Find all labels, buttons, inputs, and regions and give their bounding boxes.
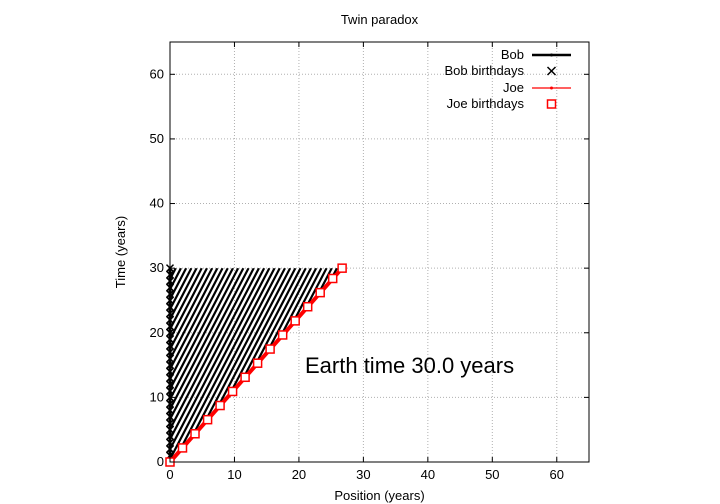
hatch-line bbox=[170, 268, 214, 462]
hatch-line bbox=[54, 268, 155, 462]
x-tick-label: 0 bbox=[166, 467, 173, 482]
legend-label: Bob birthdays bbox=[445, 63, 525, 78]
joe-birthday-point bbox=[290, 316, 300, 326]
joe-birthday-point bbox=[190, 429, 200, 439]
axis-ticks: 0 10 20 30 40 50 60 0 10 20 30 40 50 60 bbox=[150, 42, 589, 482]
legend-swatch-dot bbox=[550, 86, 553, 90]
joe-birthday-point bbox=[315, 287, 325, 298]
hatch-line bbox=[170, 268, 234, 462]
hatch-line bbox=[170, 268, 172, 462]
hatch-line bbox=[49, 268, 150, 462]
hatch-line bbox=[65, 268, 166, 462]
hatch-line bbox=[170, 268, 208, 462]
x-axis-label: Position (years) bbox=[334, 488, 424, 503]
legend-entry: Joe bbox=[503, 80, 571, 95]
y-tick-label: 20 bbox=[150, 325, 164, 340]
y-tick-label: 10 bbox=[150, 389, 164, 404]
hatch-line bbox=[28, 268, 129, 462]
x-tick-label: 30 bbox=[356, 467, 370, 482]
hatch-line bbox=[0, 268, 87, 462]
joe-birthday-point bbox=[202, 414, 213, 425]
x-tick-label: 10 bbox=[227, 467, 241, 482]
legend-swatch-x bbox=[546, 66, 557, 76]
chart-title: Twin paradox bbox=[341, 12, 419, 27]
plot-frame bbox=[169, 41, 590, 463]
joe-birthday-point bbox=[327, 273, 338, 284]
hatch-line bbox=[7, 268, 108, 462]
hatch-line bbox=[170, 268, 271, 462]
hatch-line bbox=[59, 268, 160, 462]
hatch-line bbox=[170, 268, 203, 462]
x-tick-label: 60 bbox=[550, 467, 564, 482]
hatch-line bbox=[23, 268, 124, 462]
joe-birthday-point bbox=[240, 372, 250, 383]
x-tick-label: 20 bbox=[292, 467, 306, 482]
legend-swatch-dot bbox=[550, 53, 553, 57]
joe-birthday-point bbox=[337, 263, 347, 273]
joe-birthday-point bbox=[302, 301, 313, 312]
hatch-line bbox=[39, 268, 140, 462]
x-tick-label: 50 bbox=[485, 467, 499, 482]
earth-time-annotation: Earth time 30.0 years bbox=[305, 353, 514, 378]
grid bbox=[170, 42, 589, 462]
hatch-line bbox=[170, 268, 240, 462]
hatch-line bbox=[0, 268, 82, 462]
joe-birthday-point bbox=[277, 330, 288, 340]
hatch-line bbox=[2, 268, 103, 462]
y-tick-label: 30 bbox=[150, 260, 164, 275]
legend-entry: Bob birthdays bbox=[445, 63, 557, 78]
hatch-line bbox=[170, 268, 260, 462]
hatch-line bbox=[170, 268, 177, 462]
joe-birthday-point bbox=[215, 400, 225, 411]
hatch-line bbox=[170, 268, 198, 462]
hatch-line bbox=[170, 268, 255, 462]
y-tick-label: 40 bbox=[150, 196, 164, 211]
joe-birthday-point bbox=[177, 443, 188, 453]
y-tick-label: 60 bbox=[150, 66, 164, 81]
hatch-line bbox=[33, 268, 134, 462]
hatch-line bbox=[0, 268, 93, 462]
y-axis-label: Time (years) bbox=[113, 216, 128, 288]
joe-birthday-point bbox=[252, 358, 263, 368]
y-tick-label: 50 bbox=[150, 131, 164, 146]
hatch-line bbox=[0, 268, 98, 462]
y-tick-label: 0 bbox=[157, 454, 164, 469]
hatch-line bbox=[170, 268, 224, 462]
hatch-line bbox=[170, 268, 193, 462]
legend-entry: Joe birthdays bbox=[447, 96, 557, 111]
joe-birthday-point bbox=[227, 386, 238, 397]
hatch-line bbox=[170, 268, 245, 462]
joe-birthday-point bbox=[265, 344, 275, 354]
legend-entry: Bob bbox=[501, 47, 571, 62]
hatch-line bbox=[0, 268, 77, 462]
legend-swatch-square bbox=[546, 99, 557, 109]
hatch-line bbox=[18, 268, 119, 462]
hatch-line bbox=[170, 268, 250, 462]
hatch-line bbox=[170, 268, 182, 462]
legend-label: Joe bbox=[503, 80, 524, 95]
hatch-line bbox=[44, 268, 145, 462]
legend-label: Bob bbox=[501, 47, 524, 62]
hatch-line bbox=[13, 268, 114, 462]
x-tick-label: 40 bbox=[421, 467, 435, 482]
legend-label: Joe birthdays bbox=[447, 96, 525, 111]
hatch-line bbox=[170, 268, 229, 462]
hatch-line bbox=[170, 268, 266, 462]
hatch-line bbox=[170, 268, 219, 462]
